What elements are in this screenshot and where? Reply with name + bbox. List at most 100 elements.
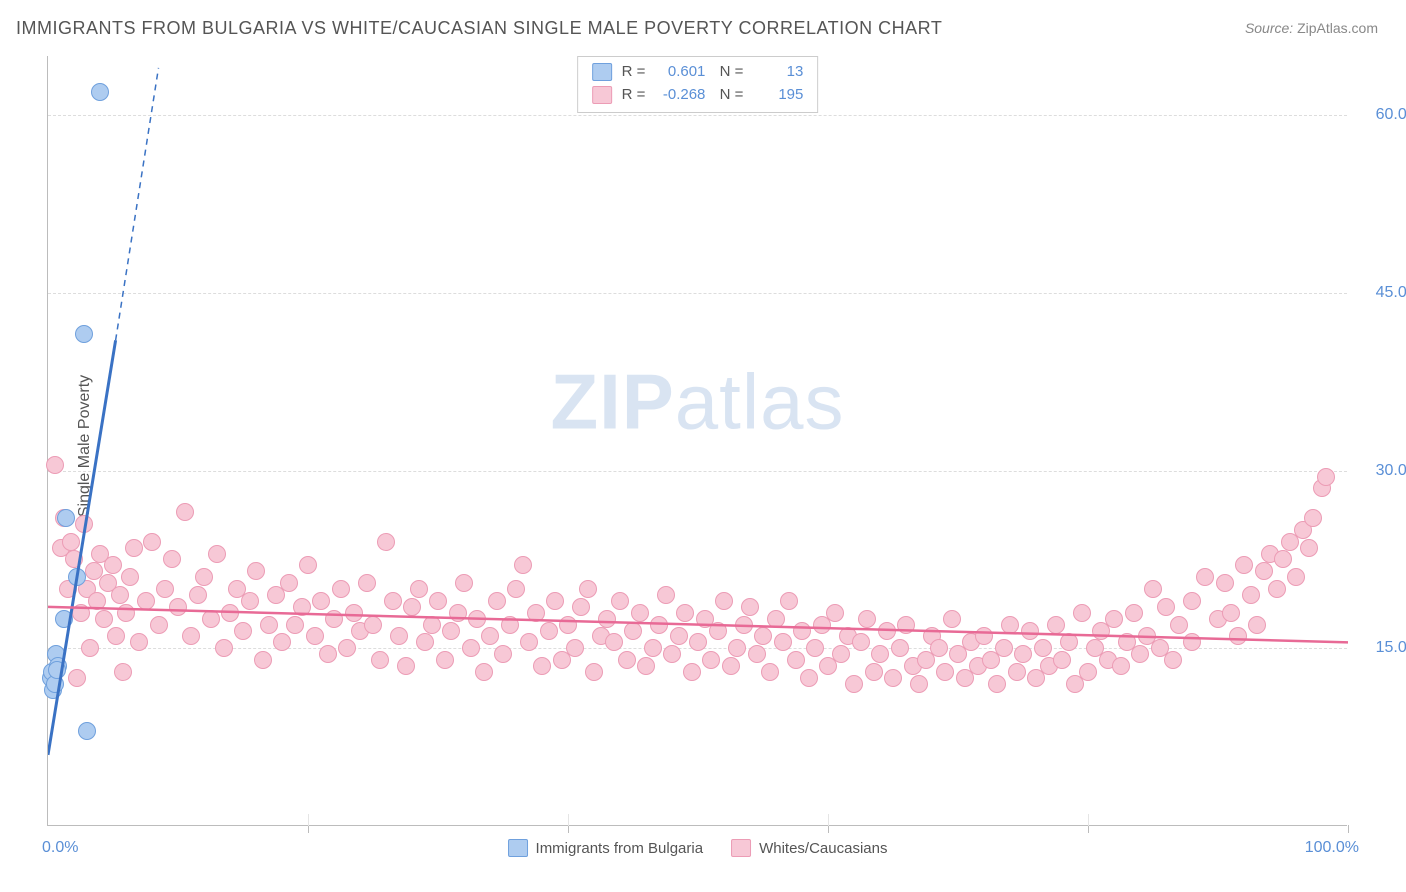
data-point [1079, 663, 1097, 681]
data-point [462, 639, 480, 657]
data-point [774, 633, 792, 651]
data-point [1216, 574, 1234, 592]
data-point [618, 651, 636, 669]
data-point [1014, 645, 1032, 663]
data-point [62, 533, 80, 551]
data-point [514, 556, 532, 574]
data-point [121, 568, 139, 586]
data-point [55, 610, 73, 628]
data-point [75, 325, 93, 343]
data-point [410, 580, 428, 598]
data-point [1170, 616, 1188, 634]
data-point [293, 598, 311, 616]
series-swatch [592, 63, 612, 81]
data-point [761, 663, 779, 681]
data-point [436, 651, 454, 669]
source-citation: Source: ZipAtlas.com [1245, 20, 1378, 36]
data-point [715, 592, 733, 610]
data-point [501, 616, 519, 634]
data-point [689, 633, 707, 651]
data-point [1164, 651, 1182, 669]
data-point [1300, 539, 1318, 557]
data-point [767, 610, 785, 628]
data-point [533, 657, 551, 675]
data-point [319, 645, 337, 663]
stat-r-value: 0.601 [655, 61, 705, 84]
data-point [95, 610, 113, 628]
data-point [572, 598, 590, 616]
stat-n-label: N = [715, 61, 743, 84]
x-tick [1348, 825, 1349, 833]
y-tick-label: 30.0% [1361, 462, 1406, 480]
data-point [312, 592, 330, 610]
series-swatch [731, 839, 751, 857]
data-point [403, 598, 421, 616]
data-point [605, 633, 623, 651]
data-point [845, 675, 863, 693]
data-point [114, 663, 132, 681]
data-point [130, 633, 148, 651]
data-point [442, 622, 460, 640]
y-tick-label: 60.0% [1361, 106, 1406, 124]
data-point [1008, 663, 1026, 681]
data-point [1255, 562, 1273, 580]
data-point [390, 627, 408, 645]
data-point [88, 592, 106, 610]
stat-r-value: -0.268 [655, 84, 705, 107]
data-point [1125, 604, 1143, 622]
data-point [826, 604, 844, 622]
data-point [221, 604, 239, 622]
x-tick [308, 825, 309, 833]
data-point [865, 663, 883, 681]
data-point [624, 622, 642, 640]
data-point [559, 616, 577, 634]
data-point [598, 610, 616, 628]
data-point [1287, 568, 1305, 586]
data-point [579, 580, 597, 598]
data-point [125, 539, 143, 557]
data-point [787, 651, 805, 669]
data-point [1105, 610, 1123, 628]
data-point [910, 675, 928, 693]
data-point [683, 663, 701, 681]
data-point [455, 574, 473, 592]
data-point [384, 592, 402, 610]
stat-n-value: 195 [753, 84, 803, 107]
data-point [657, 586, 675, 604]
plot-area: ZIPatlas R = 0.601 N = 13 R = -0.268 N =… [47, 56, 1347, 826]
data-point [107, 627, 125, 645]
data-point [481, 627, 499, 645]
data-point [65, 550, 83, 568]
data-point [286, 616, 304, 634]
data-point [182, 627, 200, 645]
data-point [793, 622, 811, 640]
data-point [1047, 616, 1065, 634]
data-point [91, 83, 109, 101]
data-point [930, 639, 948, 657]
data-point [988, 675, 1006, 693]
data-point [936, 663, 954, 681]
data-point [1229, 627, 1247, 645]
y-tick-label: 15.0% [1361, 639, 1406, 657]
data-point [644, 639, 662, 657]
gridline-v [828, 814, 829, 826]
data-point [800, 669, 818, 687]
data-point [397, 657, 415, 675]
data-point [68, 568, 86, 586]
data-point [1274, 550, 1292, 568]
data-point [306, 627, 324, 645]
data-point [852, 633, 870, 651]
data-point [897, 616, 915, 634]
data-point [858, 610, 876, 628]
data-point [637, 657, 655, 675]
chart-title: IMMIGRANTS FROM BULGARIA VS WHITE/CAUCAS… [16, 18, 942, 39]
data-point [780, 592, 798, 610]
data-point [156, 580, 174, 598]
stat-n-label: N = [715, 84, 743, 107]
data-point [254, 651, 272, 669]
data-point [728, 639, 746, 657]
x-tick-label: 100.0% [1305, 839, 1359, 857]
stat-r-label: R = [622, 61, 646, 84]
data-point [722, 657, 740, 675]
data-point [48, 661, 66, 679]
